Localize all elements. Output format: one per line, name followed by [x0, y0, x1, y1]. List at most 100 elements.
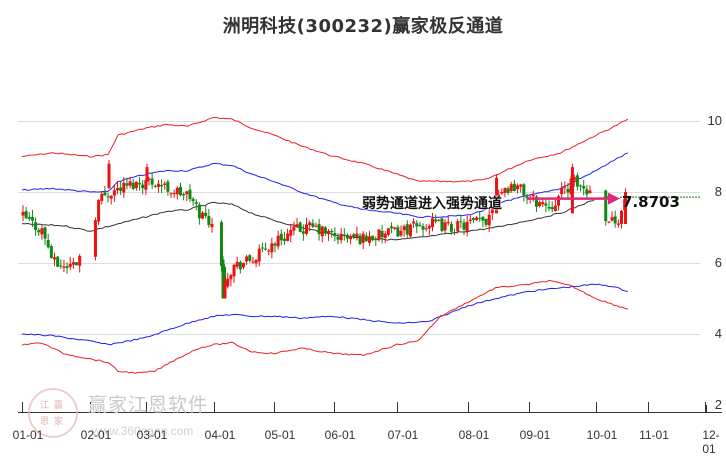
candle-down	[311, 223, 315, 227]
candle-up	[147, 178, 151, 180]
candle-up	[251, 261, 255, 263]
candle-down	[298, 222, 302, 232]
candle-down	[547, 206, 551, 209]
candle-up	[557, 196, 560, 206]
watermark-url: www.360gann.com	[92, 424, 194, 438]
candle-up	[437, 220, 441, 222]
candle-down	[106, 196, 110, 198]
candle-down	[358, 235, 362, 245]
candle-up	[500, 191, 504, 194]
candle-down	[138, 182, 142, 185]
candle-up	[402, 226, 406, 231]
candle-down	[566, 188, 570, 193]
chart-title: 洲明科技(300232)赢家极反通道	[222, 16, 504, 37]
candle-down	[506, 188, 510, 193]
x-tick-label: 04-01	[204, 428, 236, 442]
candle-up	[509, 184, 513, 192]
candle-down	[396, 227, 400, 237]
candle-down	[166, 181, 170, 192]
x-tick-label: 06-01	[324, 428, 356, 442]
candle-up	[308, 222, 312, 226]
candle-up	[475, 217, 479, 221]
candle-down	[579, 185, 583, 187]
candle-up	[254, 259, 258, 264]
candle-down	[336, 236, 340, 240]
candle-up	[314, 225, 318, 227]
candle-up	[232, 264, 236, 277]
candle-down	[264, 248, 268, 250]
candle-down	[188, 189, 192, 200]
candle-up	[497, 194, 501, 201]
candle-down	[282, 238, 286, 241]
candle-up	[71, 262, 75, 265]
candle-down	[478, 217, 482, 219]
candle-spike	[495, 177, 499, 214]
candle-down	[471, 218, 475, 220]
candle-up	[349, 235, 353, 240]
candle-down	[34, 222, 38, 230]
channel-annotation: 弱势通道进入强势通道	[362, 196, 502, 212]
candle-up	[519, 184, 523, 187]
candle-up	[368, 236, 371, 243]
candle-down	[59, 265, 63, 267]
candle-up	[427, 225, 431, 229]
candle-up	[377, 229, 381, 241]
candle-down	[260, 247, 264, 249]
candle-up	[270, 243, 274, 253]
seal-char: 江	[40, 401, 50, 411]
candle-down	[197, 204, 201, 219]
x-tick-label: 02-01	[80, 428, 112, 442]
candle-down	[46, 239, 50, 248]
watermark-brand: 赢家江恩软件	[88, 394, 209, 416]
candle-down	[223, 267, 227, 285]
candle-down	[204, 212, 208, 217]
candle-up	[610, 217, 614, 221]
candle-down	[238, 262, 242, 270]
seal-char: 恩	[40, 417, 50, 427]
candle-up	[503, 188, 507, 193]
candle-down	[405, 224, 409, 235]
candle-up	[408, 224, 412, 237]
candle-up	[607, 221, 611, 223]
candle-down	[575, 175, 579, 187]
candle-up	[490, 208, 494, 214]
candle-up	[424, 228, 428, 230]
candle-up	[305, 224, 308, 234]
y-tick-10: 10	[707, 113, 722, 128]
candle-down	[37, 230, 41, 233]
candle-down	[182, 193, 186, 196]
candle-up	[201, 212, 205, 219]
upper-outer-band-line	[21, 116, 629, 183]
candle-up	[560, 188, 564, 195]
candle-down	[453, 232, 457, 234]
candle-up	[563, 187, 567, 189]
candle-up	[487, 214, 491, 226]
candle-down	[364, 235, 368, 242]
candle-up	[431, 218, 434, 228]
x-tick-label: 03-01	[136, 428, 168, 442]
candle-up	[68, 263, 72, 267]
candle-down	[75, 262, 79, 266]
x-tick-label: 12-01	[702, 428, 720, 456]
candle-down	[103, 192, 107, 196]
candle-down	[582, 186, 586, 189]
candle-up	[620, 210, 623, 224]
candle-down	[459, 221, 463, 223]
candle-down	[352, 234, 356, 237]
candle-down	[27, 217, 31, 219]
candle-up	[553, 205, 557, 211]
candle-up	[386, 228, 390, 235]
candle-down	[207, 216, 211, 226]
candle-down	[141, 184, 145, 189]
candle-up	[21, 212, 25, 216]
candle-up	[134, 181, 138, 189]
lower-inner-band-line	[21, 283, 628, 346]
candle-down	[380, 230, 384, 238]
candle-up	[210, 224, 214, 228]
candle-down	[131, 182, 135, 189]
candle-up	[40, 228, 44, 235]
seal-char: 赢	[54, 401, 64, 411]
candle-up	[446, 221, 450, 224]
candle-down	[333, 233, 337, 237]
